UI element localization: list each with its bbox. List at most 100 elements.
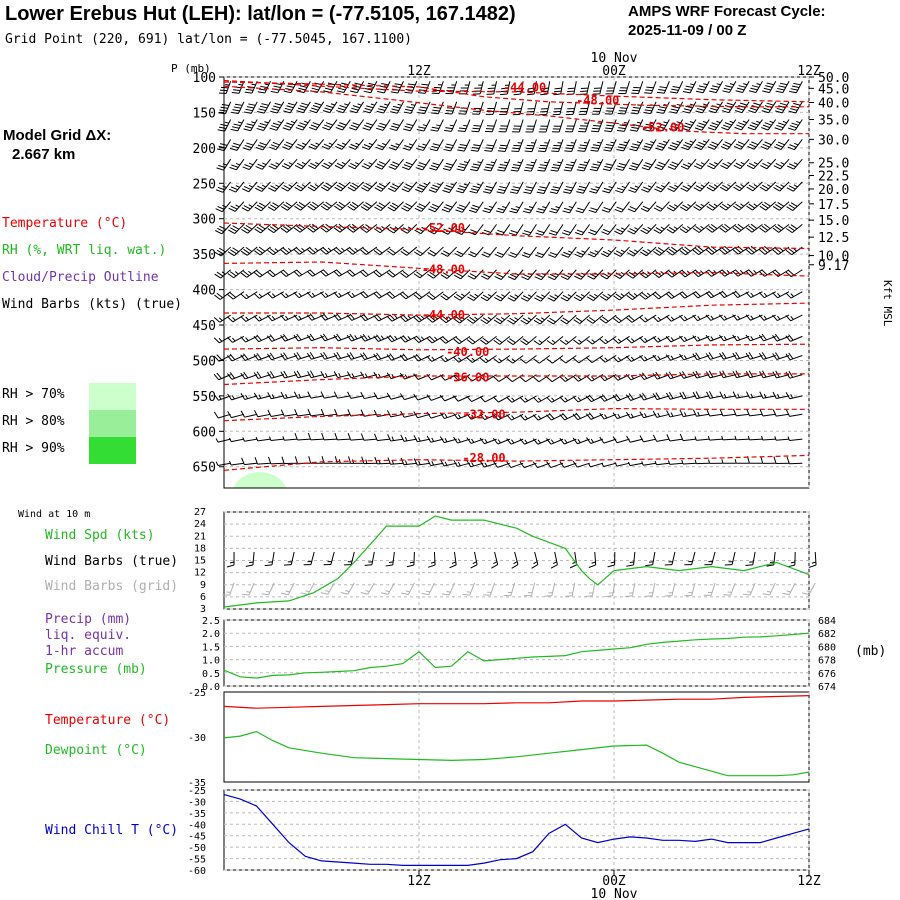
wind-barb-staff bbox=[447, 246, 458, 257]
wind-barb-feather-2 bbox=[553, 144, 561, 147]
wind-barb-staff bbox=[404, 395, 417, 401]
wind-barb-feather-0 bbox=[360, 433, 365, 441]
wind-barb-half-feather bbox=[694, 436, 697, 441]
wind-barb-feather-1 bbox=[351, 87, 359, 91]
wind-barb-feather-0 bbox=[774, 146, 782, 150]
wind-barb-feather-2 bbox=[352, 105, 360, 109]
wind-barb-half-feather bbox=[436, 124, 441, 127]
wind-barb-feather-1 bbox=[269, 269, 276, 276]
wind-barb-feather-2 bbox=[247, 86, 255, 89]
wind-barb-half-feather bbox=[734, 435, 737, 441]
wind-barb-staff bbox=[289, 119, 298, 131]
wind-barb-feather-0 bbox=[759, 205, 767, 211]
wind-barb-feather-0 bbox=[722, 90, 730, 94]
temp-series-line-1 bbox=[223, 730, 810, 777]
wind-barb-feather-0 bbox=[294, 409, 298, 417]
wind-barb-half-feather bbox=[740, 161, 745, 165]
wind-barb-feather-0 bbox=[442, 189, 450, 194]
wind-barb-staff bbox=[339, 246, 351, 255]
wind-barb-feather-0 bbox=[253, 315, 260, 322]
wind-barb-feather-0 bbox=[507, 319, 514, 325]
wind-barb-staff bbox=[738, 246, 750, 255]
wind-barb-feather-1 bbox=[658, 89, 666, 91]
wind-barb-feather-1 bbox=[563, 251, 571, 256]
wind-barb-staff bbox=[755, 81, 763, 93]
wind-barb bbox=[390, 81, 404, 94]
isotherm-line-2 bbox=[224, 85, 809, 135]
pressure-tick-label: 680 bbox=[818, 642, 836, 653]
wind-barb-staff bbox=[408, 158, 418, 170]
wind-barb-feather-0 bbox=[280, 371, 285, 379]
wind-barb-feather-0 bbox=[387, 228, 395, 234]
wind-barb-feather-0 bbox=[293, 334, 299, 342]
barb-row-7 bbox=[215, 223, 803, 236]
wind-barb-staff bbox=[713, 158, 723, 170]
wind-barb bbox=[320, 313, 338, 321]
wind-barb bbox=[540, 81, 551, 96]
wind-barb bbox=[359, 334, 378, 342]
wind-barb bbox=[482, 201, 497, 214]
wind-barb bbox=[538, 119, 551, 133]
wind-barb-feather-0 bbox=[426, 355, 433, 362]
wind-barb bbox=[240, 269, 258, 278]
wind-barb-staff bbox=[711, 223, 723, 233]
wind-barb bbox=[680, 181, 697, 192]
wind-barb-half-feather bbox=[634, 249, 639, 253]
wind-barb-feather-0 bbox=[348, 165, 356, 170]
wind-barb-feather-2 bbox=[566, 163, 574, 167]
wind-barb-feather-0 bbox=[479, 375, 486, 382]
wind-barb-feather-1 bbox=[377, 108, 386, 111]
wind-barb-feather-0 bbox=[269, 127, 277, 131]
wind-barb-feather-1 bbox=[748, 203, 756, 209]
wind-barb-half-feather bbox=[527, 317, 532, 321]
wind-barb-feather-0 bbox=[589, 190, 597, 194]
wind-barb-half-feather bbox=[674, 184, 679, 188]
wind-barb-feather-0 bbox=[466, 357, 473, 363]
wind-barb-staff bbox=[794, 119, 803, 131]
wind-barb-staff bbox=[698, 224, 710, 233]
wind-barb bbox=[334, 181, 351, 192]
wind-barb bbox=[506, 413, 524, 421]
wind-barb bbox=[346, 269, 364, 277]
wind-barb bbox=[479, 395, 497, 403]
wind-barb bbox=[400, 457, 417, 466]
wind-barb-feather-1 bbox=[696, 124, 704, 129]
wind-barb-staff bbox=[262, 139, 271, 151]
wind-barb-feather-0 bbox=[666, 250, 673, 256]
wind-barb-feather-0 bbox=[626, 252, 634, 257]
wind-barb bbox=[320, 351, 338, 360]
wind-barb-half-feather bbox=[423, 182, 428, 186]
wind-barb-feather-0 bbox=[280, 314, 286, 321]
wind-barb-feather-2 bbox=[432, 162, 440, 166]
wind-barb-staff bbox=[749, 413, 763, 417]
wind-barb-feather-0 bbox=[483, 191, 491, 194]
wind-barb-staff bbox=[327, 181, 338, 192]
wind-barb-feather-0 bbox=[426, 394, 432, 401]
wind-barb-feather-2 bbox=[299, 122, 307, 126]
wind-barb-feather-1 bbox=[405, 108, 413, 112]
wind-barb-feather-0 bbox=[655, 147, 663, 151]
wind-barb-feather-0 bbox=[652, 272, 660, 278]
wind-barb-feather-1 bbox=[628, 393, 634, 400]
wind-barb-true-staff bbox=[330, 551, 335, 565]
wind-barb-feather-0 bbox=[682, 91, 691, 94]
wind-barb-feather-1 bbox=[444, 146, 453, 149]
wind-barb-feather-1 bbox=[309, 203, 317, 209]
wind-barb-feather-0 bbox=[785, 335, 791, 342]
wind-barb-staff bbox=[378, 291, 391, 299]
wind-barb-staff bbox=[631, 335, 644, 344]
wind-barb-staff bbox=[458, 355, 471, 363]
wind-barb-feather-1 bbox=[269, 226, 277, 232]
wind-barb-half-feather bbox=[338, 373, 342, 378]
wind-barb-feather-2 bbox=[527, 87, 536, 90]
wind-barb-feather-2 bbox=[352, 85, 361, 88]
wind-barb-feather-0 bbox=[241, 457, 245, 465]
wind-barb-true-half-feather bbox=[629, 561, 634, 564]
wind-barb-staff bbox=[595, 201, 604, 213]
wind-barb-half-feather bbox=[497, 415, 502, 419]
wind-barb-feather-2 bbox=[579, 163, 587, 167]
wind-barb bbox=[707, 139, 723, 150]
wind-barb-staff bbox=[738, 201, 750, 211]
wind-barb-staff bbox=[632, 291, 644, 301]
